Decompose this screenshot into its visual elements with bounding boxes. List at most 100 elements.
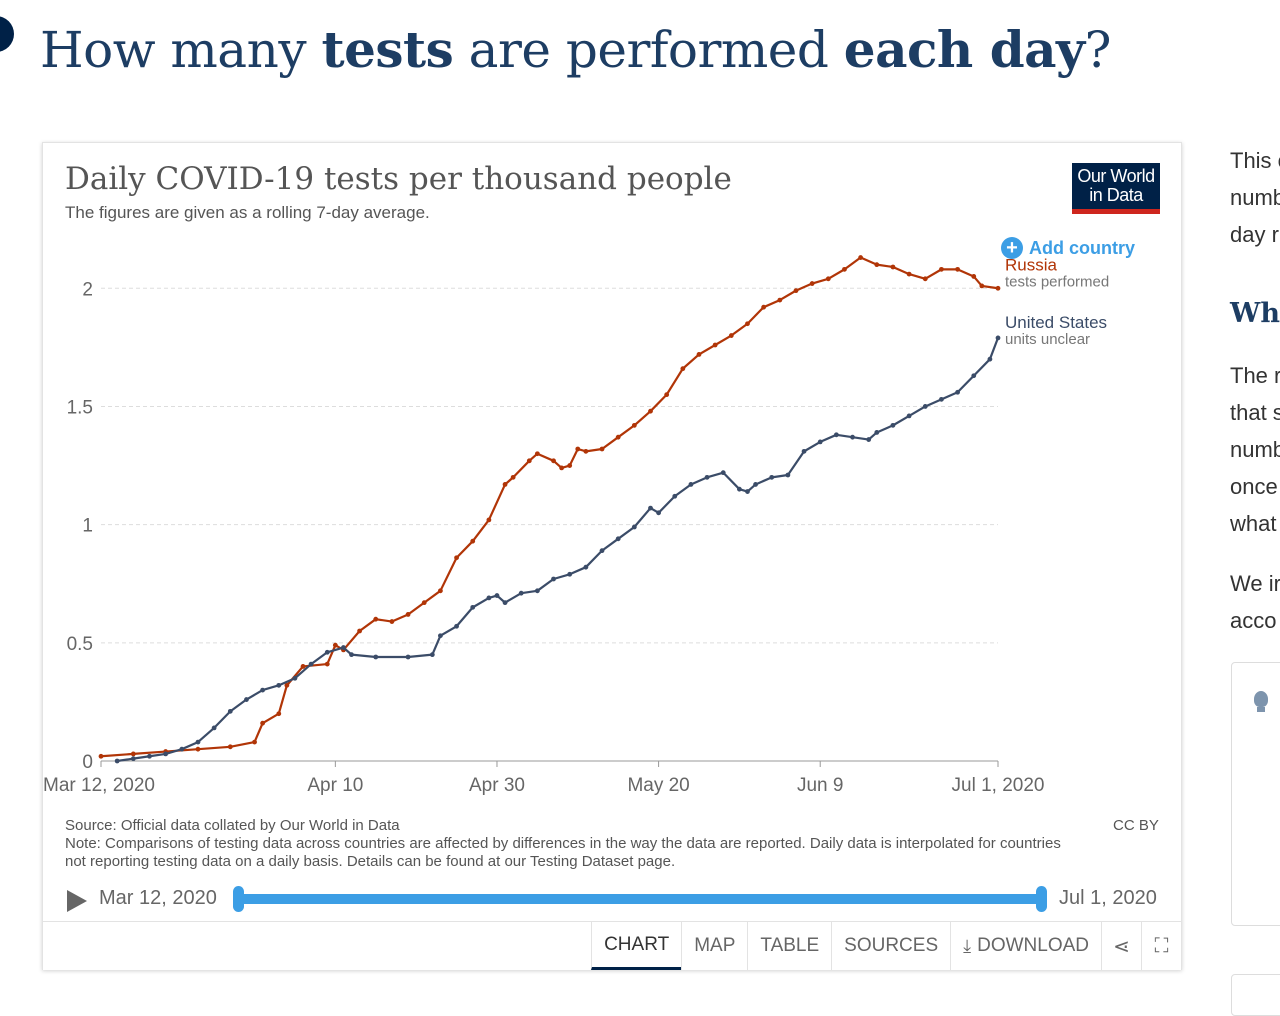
data-point	[648, 408, 653, 414]
data-point	[615, 434, 621, 440]
tab-download[interactable]: ⤓ DOWNLOAD	[950, 922, 1101, 970]
timeline-start-handle[interactable]	[233, 886, 244, 912]
data-point	[284, 682, 290, 688]
timeline-end-label: Jul 1, 2020	[1059, 887, 1157, 909]
title-segment: each day	[843, 20, 1085, 79]
data-point	[130, 756, 136, 762]
timeline-start-label: Mar 12, 2020	[99, 887, 217, 909]
data-point	[599, 446, 605, 452]
data-point	[906, 271, 912, 277]
data-point	[712, 342, 718, 348]
series-note: units unclear	[1005, 331, 1090, 348]
x-tick-label: Mar 12, 2020	[43, 775, 155, 796]
data-point	[648, 505, 653, 511]
series-line-russia	[100, 256, 999, 758]
tab-map[interactable]: MAP	[681, 922, 747, 970]
license-link[interactable]: CC BY	[1113, 817, 1159, 834]
fullscreen-button[interactable]: ⛶	[1141, 922, 1181, 970]
fullscreen-icon: ⛶	[1154, 934, 1169, 957]
data-point	[704, 474, 710, 480]
data-point	[615, 536, 621, 542]
data-point	[858, 255, 864, 260]
data-point	[769, 474, 775, 480]
data-point	[801, 448, 807, 454]
section-badge	[0, 16, 14, 52]
add-country-label: Add country	[1029, 237, 1135, 258]
data-point	[429, 652, 435, 658]
chart-tabs: CHART MAP TABLE SOURCES ⤓ DOWNLOAD ⋖ ⛶	[43, 921, 1181, 970]
data-point	[583, 448, 589, 454]
x-tick-label: Jul 1, 2020	[952, 775, 1045, 796]
data-point	[842, 266, 847, 272]
chart-card: Daily COVID-19 tests per thousand people…	[42, 142, 1182, 970]
data-point	[276, 711, 282, 717]
data-point	[745, 321, 750, 327]
data-point	[720, 470, 726, 476]
data-point	[672, 493, 678, 499]
source-text: Source: Official data collated by Our Wo…	[65, 817, 400, 834]
timeline: Mar 12, 2020 Jul 1, 2020	[43, 883, 1181, 917]
series-label: Russia	[1005, 255, 1058, 274]
data-point	[939, 396, 944, 402]
series-note: tests performed	[1005, 273, 1109, 290]
download-icon: ⤓	[963, 935, 972, 956]
data-point	[470, 604, 476, 610]
data-point	[955, 266, 960, 272]
tab-table[interactable]: TABLE	[747, 922, 831, 970]
data-point	[575, 446, 581, 452]
data-point	[785, 472, 791, 478]
lightbulb-icon	[1254, 691, 1268, 712]
data-point	[324, 661, 330, 667]
share-button[interactable]: ⋖	[1101, 922, 1141, 970]
data-point	[260, 720, 266, 726]
data-point	[599, 548, 605, 554]
data-point	[979, 283, 985, 289]
data-point	[583, 564, 589, 570]
data-point	[866, 437, 872, 442]
y-tick-label: 2	[82, 279, 93, 300]
data-point	[939, 266, 944, 272]
timeline-track[interactable]	[237, 894, 1043, 904]
data-point	[130, 751, 136, 757]
data-point	[680, 366, 686, 372]
data-point	[833, 432, 839, 438]
data-point	[817, 439, 823, 445]
timeline-end-handle[interactable]	[1036, 886, 1047, 912]
sidebar-line: numb	[1230, 437, 1280, 462]
data-point	[745, 489, 750, 494]
share-icon: ⋖	[1113, 935, 1130, 958]
y-tick-label: 1	[82, 516, 93, 537]
data-point	[147, 753, 152, 759]
data-point	[809, 281, 815, 286]
data-point	[324, 649, 330, 655]
data-point	[244, 697, 249, 702]
data-point	[252, 739, 257, 745]
data-point	[389, 619, 395, 624]
line-chart: 0 0.5 1 1.5 2 Mar 12, 2020 Apr 10 Apr 30 May 20 J…	[43, 255, 1109, 796]
data-point	[308, 661, 314, 667]
data-point	[486, 517, 492, 523]
data-point	[179, 746, 185, 752]
chart-footer: Source: Official data collated by Our Wo…	[65, 817, 1075, 871]
data-point	[551, 576, 556, 582]
play-icon[interactable]	[67, 890, 87, 912]
add-country-button[interactable]: + Add country	[1001, 237, 1135, 259]
data-point	[227, 708, 233, 714]
title-segment: ?	[1084, 21, 1112, 79]
sidebar-line: acco	[1230, 608, 1277, 633]
data-point	[761, 304, 767, 310]
logo-line-1: Our World	[1077, 166, 1155, 186]
data-point	[211, 725, 217, 731]
sidebar-line: This c	[1230, 148, 1280, 173]
data-point	[971, 274, 977, 279]
data-point	[518, 590, 524, 596]
data-point	[292, 675, 298, 681]
tab-chart[interactable]: CHART	[591, 922, 682, 970]
data-point	[470, 538, 476, 544]
tab-sources[interactable]: SOURCES	[831, 922, 950, 970]
data-point	[534, 588, 540, 594]
owid-logo[interactable]: Our World in Data	[1072, 163, 1160, 214]
data-point	[777, 297, 783, 303]
data-point	[696, 352, 702, 357]
data-point	[454, 623, 459, 629]
